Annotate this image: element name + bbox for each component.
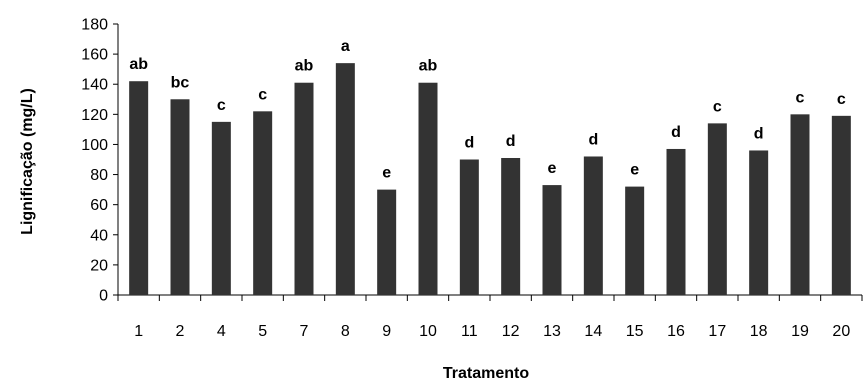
x-axis (117, 294, 863, 301)
x-tick-label-20: 20 (832, 323, 850, 340)
y-tick-labels: 0 20 40 60 80 100 120 140 160 180 (81, 17, 108, 305)
y-tick-label: 20 (90, 257, 108, 274)
x-tick-labels: 1 2 4 5 7 8 9 10 11 12 13 14 15 16 17 18 19 20 (134, 323, 850, 340)
bar-letter-20: c (837, 91, 846, 108)
bar-letter-7: ab (295, 58, 314, 75)
bar-13 (542, 185, 562, 295)
bar-5 (253, 111, 273, 295)
y-tick-label: 140 (81, 77, 108, 94)
x-tick-label-4: 4 (217, 323, 226, 340)
bar-letter-1: ab (129, 56, 148, 73)
bar-letter-4: c (217, 97, 226, 114)
bar-letter-17: c (713, 98, 722, 115)
bar-2 (170, 99, 190, 296)
bar-letter-19: c (796, 89, 805, 106)
bar-letter-15: e (630, 162, 639, 179)
bar-9 (377, 189, 397, 295)
y-tick-label: 0 (99, 288, 108, 305)
x-tick-label-15: 15 (626, 323, 644, 340)
bar-letter-12: d (506, 133, 516, 150)
bar-letters: ab bc c c ab a e ab d d e d e d c d c c (129, 38, 846, 181)
bar-11 (459, 159, 479, 295)
bar-letter-10: ab (419, 58, 438, 75)
bar-letter-11: d (464, 135, 474, 152)
y-tick-label: 60 (90, 197, 108, 214)
y-tick-label: 100 (81, 137, 108, 154)
x-tick-label-5: 5 (258, 323, 267, 340)
x-tick-label-12: 12 (502, 323, 520, 340)
bar-7 (294, 82, 314, 295)
y-axis-title: Lignificação (mg/L) (19, 88, 36, 235)
x-tick-label-11: 11 (461, 323, 478, 340)
x-tick-label-17: 17 (708, 323, 726, 340)
bar-letter-16: d (671, 124, 681, 141)
bar-15 (625, 186, 645, 295)
bar-14 (583, 156, 603, 295)
bar-letter-5: c (258, 86, 267, 103)
bar-letter-14: d (588, 131, 598, 148)
x-axis-title: Tratamento (443, 365, 529, 382)
x-tick-label-7: 7 (300, 323, 309, 340)
bar-8 (335, 63, 355, 296)
bar-19 (790, 114, 810, 295)
bar-16 (666, 148, 686, 295)
x-tick-label-1: 1 (134, 323, 143, 340)
x-tick-label-16: 16 (667, 323, 685, 340)
bar-10 (418, 82, 438, 295)
y-tick-label: 120 (81, 107, 108, 124)
bar-18 (749, 150, 769, 295)
y-tick-label: 160 (81, 47, 108, 64)
x-tick-label-2: 2 (176, 323, 185, 340)
x-tick-label-18: 18 (750, 323, 768, 340)
bar-letter-2: bc (171, 74, 190, 91)
x-tick-label-10: 10 (419, 323, 437, 340)
y-tick-label: 80 (90, 167, 108, 184)
x-tick-label-19: 19 (791, 323, 809, 340)
x-tick-label-8: 8 (341, 323, 350, 340)
bar-letter-13: e (548, 160, 557, 177)
bar-4 (211, 121, 231, 295)
x-tick-label-14: 14 (584, 323, 602, 340)
bar-letter-8: a (341, 38, 350, 55)
bars (129, 63, 851, 296)
bar-20 (831, 115, 851, 295)
y-axis (113, 23, 119, 296)
x-tick-label-13: 13 (543, 323, 561, 340)
bar-1 (129, 81, 149, 295)
x-tick-label-9: 9 (382, 323, 391, 340)
bar-12 (501, 157, 521, 295)
bar-17 (707, 123, 727, 295)
bar-letter-9: e (382, 165, 391, 182)
bar-letter-18: d (754, 125, 764, 142)
y-tick-label: 40 (90, 227, 108, 244)
y-tick-label: 180 (81, 17, 108, 34)
